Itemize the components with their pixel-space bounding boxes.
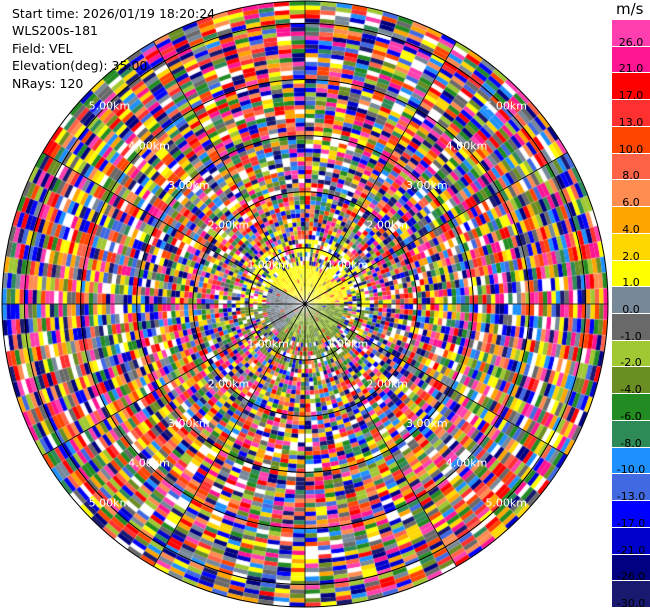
range-ring-label: 1.00km [247, 258, 289, 271]
range-ring-label: 1.00km [327, 338, 369, 351]
azimuth-spoke [153, 303, 306, 567]
colorbar-segment [612, 420, 650, 448]
range-ring-label: 3.00km [406, 417, 448, 430]
colorbar-segment [612, 394, 650, 421]
colorbar-segment [612, 20, 650, 47]
colorbar-tick-label: 1.0 [622, 276, 640, 290]
azimuth-spoke [153, 41, 306, 305]
elevation-label: Elevation(deg): 35.00 [12, 58, 148, 74]
range-ring-overlay: 1.00km 1.00km 1.00km 1.00km 2.00km 2.00km 2.00… [1, 0, 609, 608]
colorbar-tick-label: 17.0 [618, 89, 644, 103]
colorbar-tick-label: 4.0 [622, 222, 640, 236]
range-ring [248, 247, 362, 361]
azimuth-spoke [42, 152, 306, 305]
colorbar-segment [612, 287, 650, 314]
colorbar-tick-label: 2.0 [622, 249, 640, 263]
colorbar-tick-label: -1.0 [620, 329, 642, 343]
colorbar-tick-label: -30.0 [616, 597, 646, 610]
range-ring-label: 1.00km [327, 258, 369, 271]
colorbar-segment [612, 126, 650, 154]
colorbar-tick-label: -2.0 [620, 356, 642, 370]
range-ring [136, 135, 474, 473]
colorbar-tick-label: 21.0 [618, 62, 644, 76]
colorbar-segment [612, 207, 650, 234]
range-ring-label: 4.00km [446, 457, 488, 470]
azimuth-spoke [304, 152, 568, 305]
colorbar-segment [612, 581, 650, 608]
range-ring [192, 191, 418, 417]
azimuth-spoke [304, 41, 457, 305]
colorbar-segment [612, 260, 650, 288]
range-ring-label: 4.00km [128, 457, 170, 470]
range-ring-label: 4.00km [446, 139, 488, 152]
outer-range-ring [1, 0, 609, 608]
colorbar-tick-label: -13.0 [616, 490, 646, 504]
colorbar-tick-label: -21.0 [616, 543, 646, 557]
colorbar-segment [612, 233, 650, 261]
range-ring-label: 2.00km [208, 377, 250, 390]
colorbar-unit-label: m/s [616, 0, 644, 18]
azimuth-spoke [304, 303, 457, 567]
colorbar-tick-label: 6.0 [622, 196, 640, 210]
azimuth-spoke [304, 303, 568, 456]
colorbar-segment [612, 367, 650, 395]
colorbar-tick-label: -4.0 [620, 383, 642, 397]
range-ring-label: 2.00km [366, 219, 408, 232]
colorbar-tick-label: 26.0 [618, 35, 644, 49]
azimuth-spoke [42, 303, 306, 456]
colorbar-tick-label: 8.0 [622, 169, 640, 183]
range-ring-label: 5.00km [89, 100, 131, 113]
range-ring-label: 4.00km [128, 139, 170, 152]
colorbar-tick-label: -26.0 [616, 570, 646, 584]
range-ring-label: 5.00km [485, 100, 527, 113]
colorbar-segment [612, 100, 650, 127]
range-ring [23, 22, 587, 586]
range-ring-label: 5.00km [89, 496, 131, 509]
scan-info: Start time: 2026/01/19 18:20:24 WLS200s-… [12, 5, 215, 92]
colorbar-segment [612, 501, 650, 528]
colorbar-segment [612, 180, 650, 208]
colorbar-segment [612, 554, 650, 582]
range-ring-label: 5.00km [485, 496, 527, 509]
range-ring-label: 3.00km [168, 417, 210, 430]
colorbar-tick-label: 10.0 [618, 142, 644, 156]
colorbar-segment [612, 447, 650, 475]
colorbar-segment [612, 153, 650, 181]
field-label: Field: VEL [12, 40, 73, 56]
colorbar-tick-label: -8.0 [620, 436, 642, 450]
colorbar-segment [612, 340, 650, 368]
range-ring [80, 79, 530, 529]
range-ring-label: 3.00km [406, 179, 448, 192]
colorbar-segment [612, 46, 650, 74]
range-ring-label: 2.00km [208, 219, 250, 232]
colorbar-tick-label: -17.0 [616, 516, 646, 530]
range-ring-label: 3.00km [168, 179, 210, 192]
range-ring-label: 2.00km [366, 377, 408, 390]
colorbar-tick-label: -6.0 [620, 409, 642, 423]
colorbar-segment [612, 314, 650, 341]
colorbar-segment [612, 474, 650, 502]
colorbar-segment [612, 73, 650, 101]
colorbar-tick-label: 0.0 [622, 303, 640, 316]
colorbar-tick-label: 13.0 [618, 115, 644, 129]
range-ring-label: 1.00km [247, 338, 289, 351]
colorbar-tick-label: -10.0 [616, 463, 646, 477]
colorbar-segment [612, 527, 650, 555]
site-label: WLS200s-181 [12, 23, 98, 39]
start-time-label: Start time: 2026/01/19 18:20:24 [12, 6, 216, 21]
nrays-label: NRays: 120 [12, 75, 84, 91]
